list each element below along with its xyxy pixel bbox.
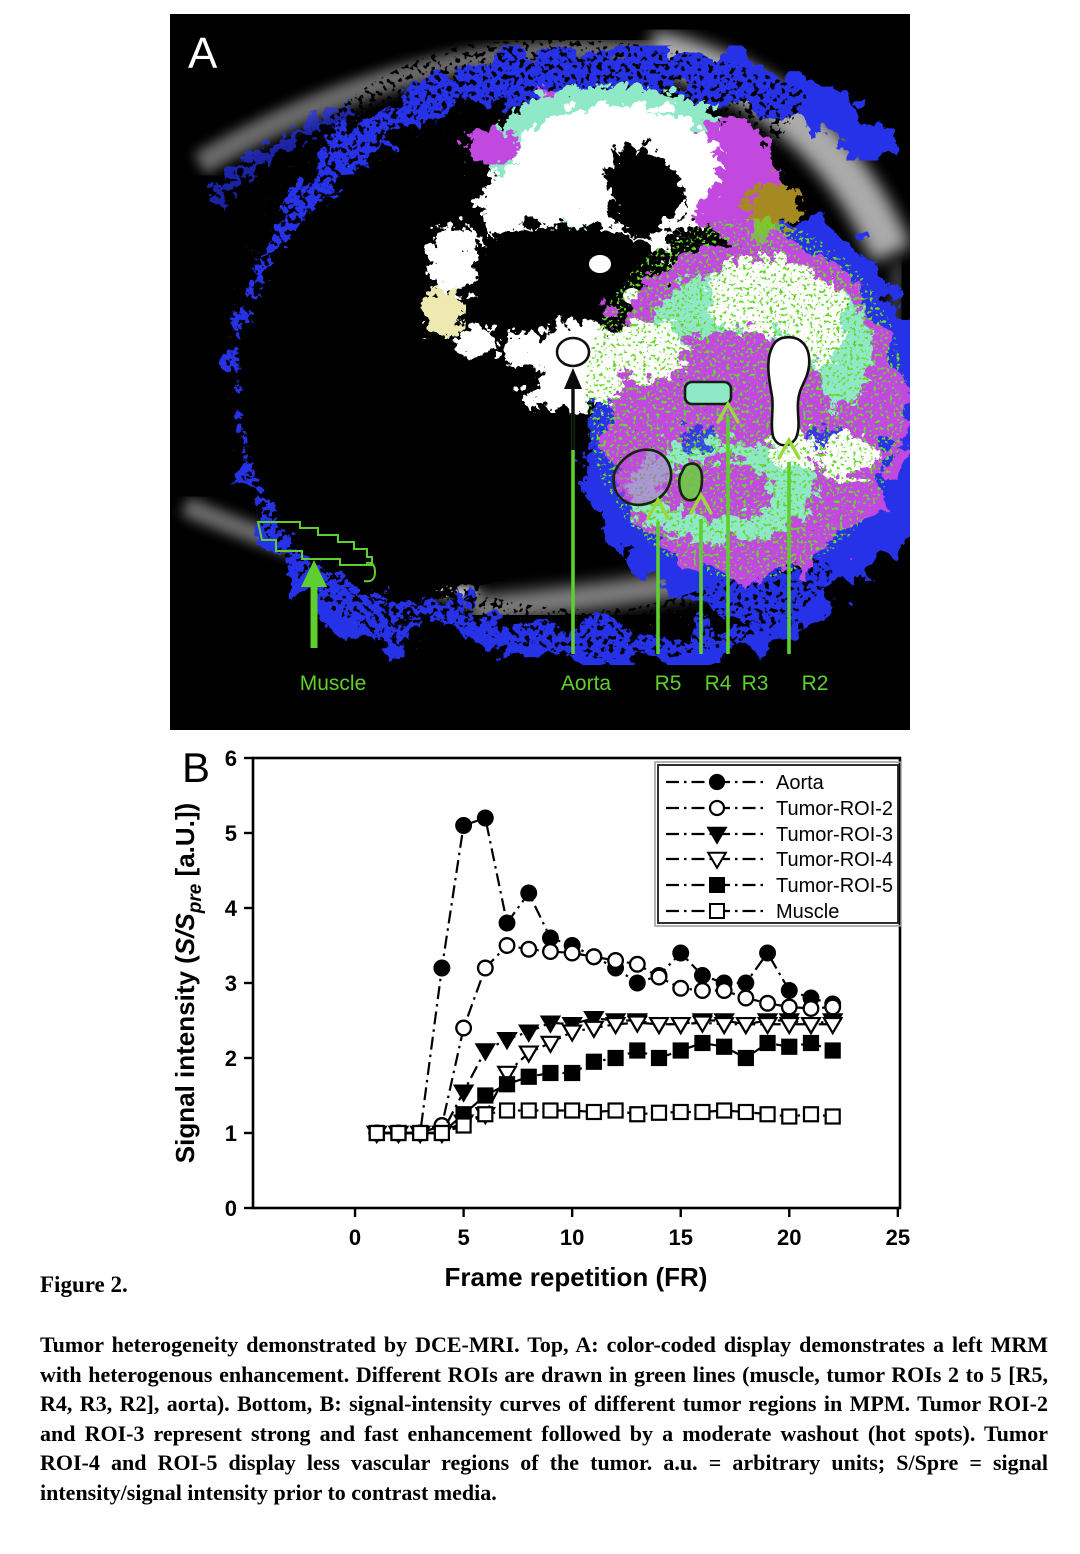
muscle-roi-contour bbox=[256, 521, 377, 583]
x-tick-label: 15 bbox=[668, 1225, 692, 1250]
open-circle-marker-icon bbox=[708, 799, 726, 817]
y-tick-label: 5 bbox=[225, 821, 237, 846]
annotation-label-r2: R2 bbox=[802, 672, 829, 695]
roi-r3-contour bbox=[683, 380, 733, 406]
tumor-region bbox=[533, 219, 905, 579]
x-tick-label: 0 bbox=[349, 1225, 361, 1250]
roi-contours bbox=[256, 335, 811, 583]
figure-caption: Tumor heterogeneity demonstrated by DCE-… bbox=[40, 1332, 1048, 1505]
x-tick-label: 25 bbox=[886, 1225, 910, 1250]
panel-b-letter: B bbox=[182, 744, 210, 791]
y-tick-label: 2 bbox=[225, 1046, 237, 1071]
r4-arrow bbox=[689, 491, 713, 654]
x-axis-title: Frame repetition (FR) bbox=[445, 1262, 708, 1292]
y-tick-label: 1 bbox=[225, 1121, 237, 1146]
roi-r5-contour bbox=[612, 448, 673, 507]
chart-series-muscle bbox=[368, 1102, 841, 1142]
chart-legend: Aorta Tumor-ROI-2 Tumor-ROI-3 Tumor-ROI-… bbox=[654, 761, 902, 927]
annotation-label-r3: R3 bbox=[742, 672, 769, 695]
figure-label: Figure 2. bbox=[40, 1272, 128, 1297]
x-tick-label: 10 bbox=[560, 1225, 584, 1250]
annotation-label-aorta: Aorta bbox=[561, 672, 612, 695]
y-tick-label: 0 bbox=[225, 1196, 237, 1221]
legend-row-tumor-roi-5: Tumor-ROI-5 bbox=[666, 875, 893, 897]
filled-circle-marker-icon bbox=[708, 773, 726, 791]
legend-row-tumor-roi-3: Tumor-ROI-3 bbox=[666, 824, 893, 846]
svg-text:Tumor-ROI-3: Tumor-ROI-3 bbox=[776, 824, 893, 846]
r2-arrow bbox=[777, 436, 801, 654]
annotation-label-r5: R5 bbox=[655, 672, 682, 695]
y-axis-title: Signal intensity (S/Spre [a.U.]) bbox=[170, 803, 206, 1163]
muscle-arrow bbox=[301, 560, 327, 648]
r5-arrow bbox=[646, 496, 670, 654]
svg-text:Aorta: Aorta bbox=[776, 772, 825, 794]
x-tick-label: 5 bbox=[457, 1225, 469, 1250]
r3-arrow bbox=[716, 400, 740, 654]
panel-b-chart: B 0 5 10 15 20 25 0 1 2 3 4 5 6 Frame repetition (FR… bbox=[170, 744, 910, 1292]
aorta-roi-contour bbox=[555, 336, 591, 368]
roi-r2-contour bbox=[767, 335, 811, 447]
legend-row-muscle: Muscle bbox=[666, 901, 839, 923]
roi-r4-contour bbox=[677, 462, 704, 502]
legend-row-tumor-roi-2: Tumor-ROI-2 bbox=[666, 798, 893, 820]
annotation-arrows bbox=[301, 368, 801, 654]
svg-text:Tumor-ROI-2: Tumor-ROI-2 bbox=[776, 798, 893, 820]
panel-a-image: Muscle Aorta R5 R4 R3 R2 A bbox=[170, 14, 910, 730]
svg-text:Tumor-ROI-4: Tumor-ROI-4 bbox=[776, 849, 893, 871]
svg-text:Tumor-ROI-5: Tumor-ROI-5 bbox=[776, 875, 893, 897]
panel-a-letter: A bbox=[188, 29, 218, 78]
x-tick-label: 20 bbox=[777, 1225, 801, 1250]
aorta-arrow bbox=[564, 368, 582, 654]
legend-row-aorta: Aorta bbox=[666, 772, 825, 794]
filled-triangle-marker-icon bbox=[706, 826, 728, 845]
open-triangle-marker-icon bbox=[706, 851, 728, 870]
svg-text:Muscle: Muscle bbox=[776, 901, 839, 923]
filled-square-marker-icon bbox=[709, 877, 725, 893]
legend-row-tumor-roi-4: Tumor-ROI-4 bbox=[666, 849, 893, 871]
chart-series-tumor-roi-2 bbox=[368, 937, 842, 1142]
annotation-label-muscle: Muscle bbox=[300, 672, 367, 695]
y-tick-label: 3 bbox=[225, 971, 237, 996]
annotation-label-r4: R4 bbox=[705, 672, 732, 695]
series-layer bbox=[366, 809, 844, 1144]
y-tick-label: 6 bbox=[225, 746, 237, 771]
axes: 0 5 10 15 20 25 0 1 2 3 4 5 6 bbox=[225, 746, 910, 1250]
y-tick-label: 4 bbox=[225, 896, 238, 921]
open-square-marker-icon bbox=[709, 903, 725, 919]
